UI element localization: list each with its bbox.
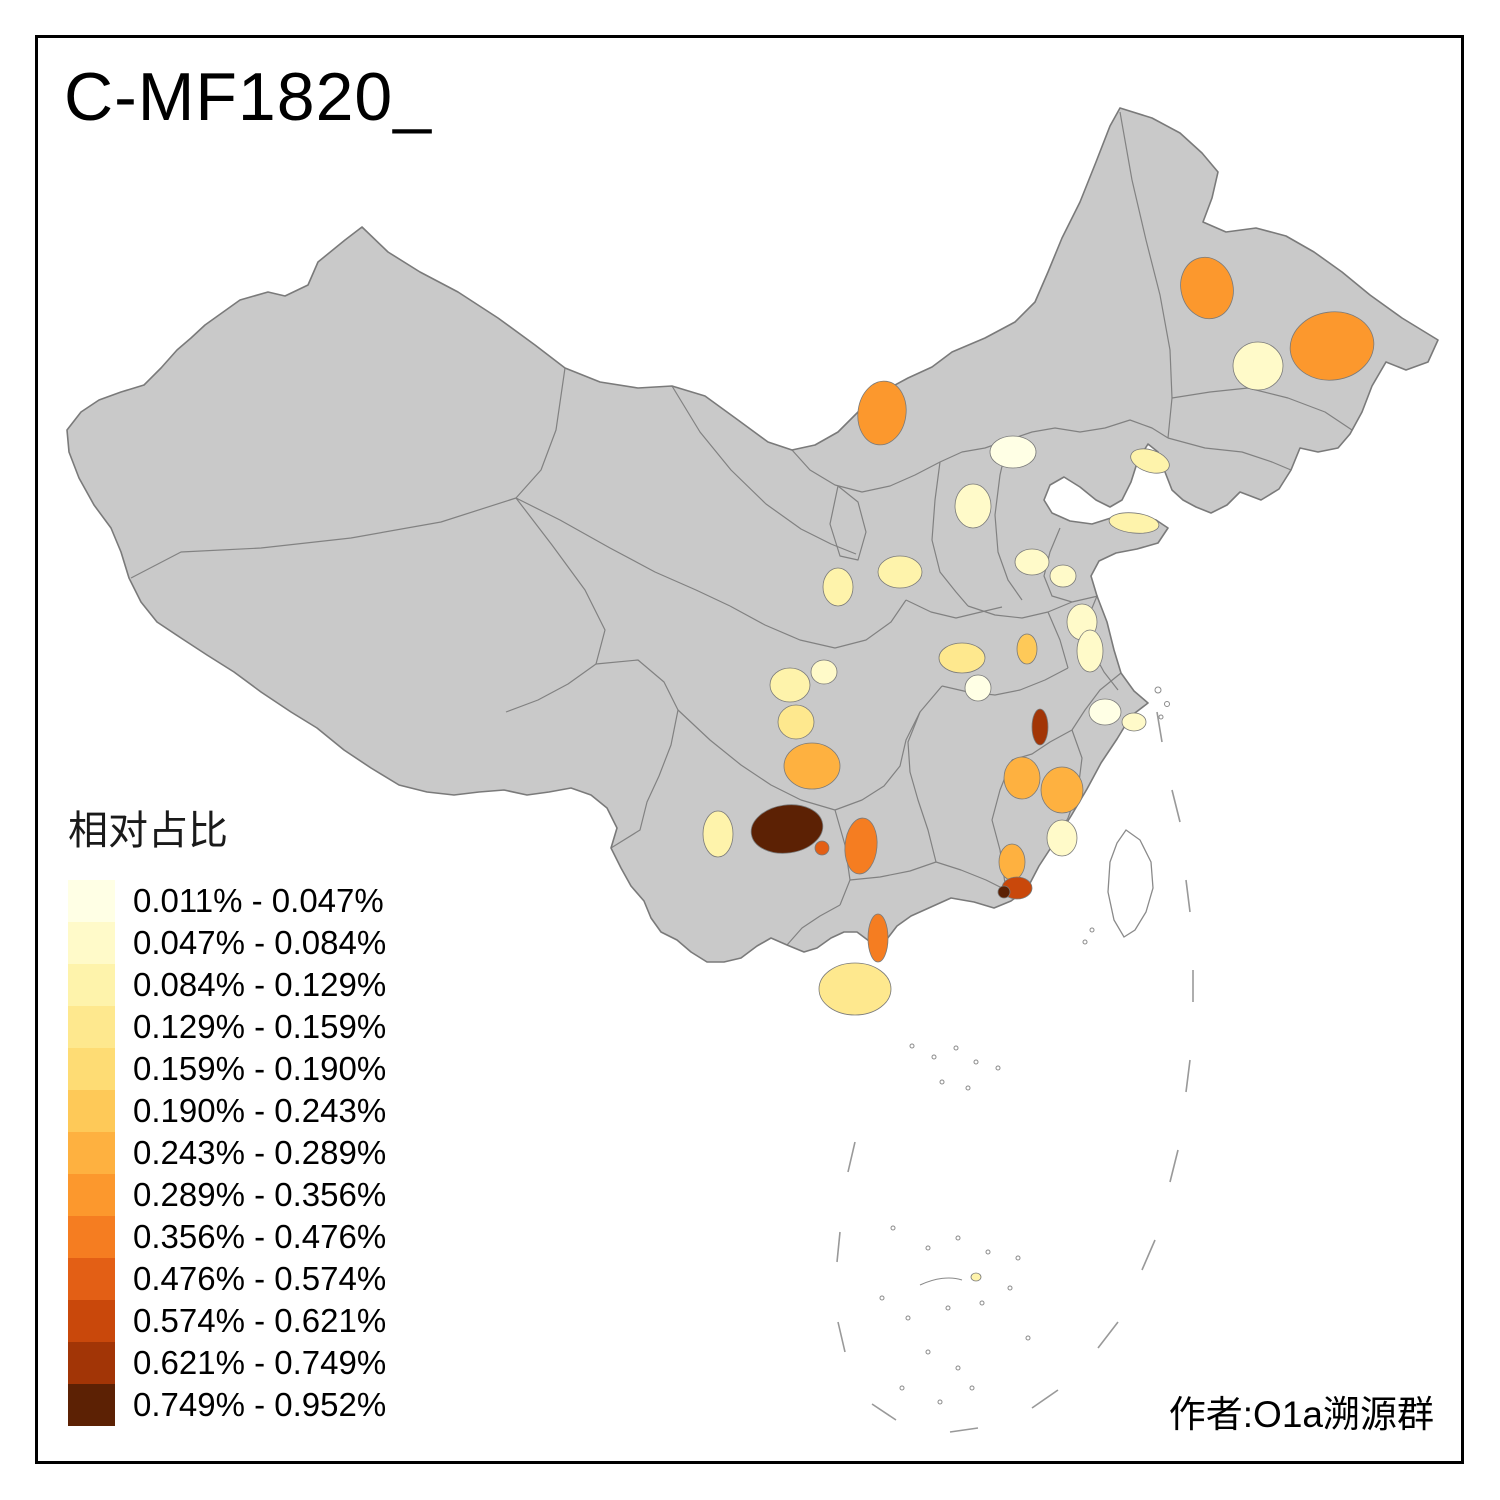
map-region	[1016, 633, 1038, 665]
legend-label: 0.749% - 0.952%	[133, 1386, 387, 1423]
legend-row: 0.621% - 0.749%	[68, 1342, 386, 1384]
map-region	[1130, 448, 1170, 474]
map-region	[1040, 766, 1084, 814]
legend-label: 0.621% - 0.749%	[133, 1344, 387, 1381]
map-region	[777, 704, 815, 740]
legend-swatch	[68, 1258, 115, 1300]
map-region	[1003, 756, 1041, 800]
map-region	[877, 555, 923, 589]
legend-swatch	[68, 1090, 115, 1132]
legend-row: 0.356% - 0.476%	[68, 1216, 386, 1258]
map-region	[1049, 564, 1077, 588]
map-region	[989, 435, 1037, 469]
attribution-text: 作者:O1a溯源群	[1168, 1394, 1434, 1435]
map-region	[750, 804, 824, 854]
legend-row: 0.243% - 0.289%	[68, 1132, 386, 1174]
map-region	[1088, 698, 1122, 726]
map-region	[810, 659, 838, 685]
legend-row: 0.289% - 0.356%	[68, 1174, 386, 1216]
legend-swatch	[68, 922, 115, 964]
map-region	[818, 962, 892, 1016]
legend-label: 0.047% - 0.084%	[133, 924, 387, 961]
legend-swatch	[68, 1174, 115, 1216]
legend-label: 0.011% - 0.047%	[133, 882, 384, 919]
map-region	[1108, 512, 1160, 534]
map-region	[954, 483, 992, 529]
legend-row: 0.084% - 0.129%	[68, 964, 386, 1006]
legend-swatch	[68, 1216, 115, 1258]
legend-swatch	[68, 1300, 115, 1342]
legend-swatch	[68, 1048, 115, 1090]
legend: 相对占比 0.011% - 0.047% 0.047% - 0.084% 0.084…	[68, 798, 386, 1426]
legend-label: 0.243% - 0.289%	[133, 1134, 387, 1171]
legend-swatch	[68, 1132, 115, 1174]
map-region	[1031, 708, 1049, 746]
legend-row: 0.129% - 0.159%	[68, 1006, 386, 1048]
map-region	[783, 742, 841, 790]
legend-rows: 0.011% - 0.047% 0.047% - 0.084% 0.084% - 0…	[68, 880, 386, 1426]
legend-label: 0.574% - 0.621%	[133, 1302, 387, 1339]
map-region	[1076, 629, 1104, 673]
legend-swatch	[68, 964, 115, 1006]
legend-swatch	[68, 1342, 115, 1384]
legend-label: 0.476% - 0.574%	[133, 1260, 387, 1297]
map-region	[769, 667, 811, 703]
map-region	[867, 913, 889, 963]
map-region	[822, 567, 854, 607]
nine-dash-line	[836, 711, 1194, 1433]
province-borders	[130, 111, 1353, 946]
small-islands	[879, 686, 1170, 1405]
colored-regions-layer	[702, 256, 1375, 1282]
map-region	[964, 674, 992, 702]
map-region	[1232, 341, 1284, 391]
map-region	[844, 817, 878, 875]
map-region	[938, 642, 986, 674]
legend-title: 相对占比	[68, 809, 228, 853]
legend-row: 0.011% - 0.047%	[68, 880, 386, 922]
legend-swatch	[68, 1384, 115, 1426]
page-title: C-MF1820_	[64, 59, 433, 135]
legend-label: 0.190% - 0.243%	[133, 1092, 387, 1129]
taiwan-island	[1107, 829, 1154, 938]
legend-row: 0.190% - 0.243%	[68, 1090, 386, 1132]
map-region	[1180, 256, 1234, 320]
map-region	[702, 810, 734, 858]
legend-label: 0.159% - 0.190%	[133, 1050, 387, 1087]
map-region	[1046, 819, 1078, 857]
legend-label: 0.084% - 0.129%	[133, 966, 387, 1003]
legend-row: 0.159% - 0.190%	[68, 1048, 386, 1090]
legend-label: 0.129% - 0.159%	[133, 1008, 387, 1045]
map-region	[970, 1272, 982, 1282]
legend-row: 0.574% - 0.621%	[68, 1300, 386, 1342]
legend-swatch	[68, 880, 115, 922]
map-region	[1289, 311, 1375, 381]
legend-label: 0.289% - 0.356%	[133, 1176, 387, 1213]
legend-label: 0.356% - 0.476%	[133, 1218, 387, 1255]
map-region	[997, 885, 1011, 899]
map-region	[857, 380, 907, 446]
legend-row: 0.749% - 0.952%	[68, 1384, 386, 1426]
map-region	[1014, 548, 1050, 576]
legend-row: 0.047% - 0.084%	[68, 922, 386, 964]
legend-swatch	[68, 1006, 115, 1048]
map-region	[998, 843, 1026, 881]
map-region	[814, 840, 830, 856]
map-region	[1121, 712, 1147, 732]
legend-row: 0.476% - 0.574%	[68, 1258, 386, 1300]
